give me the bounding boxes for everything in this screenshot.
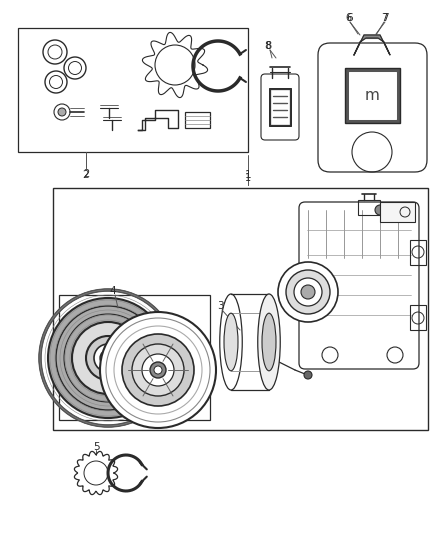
Circle shape [43,40,67,64]
Text: 7: 7 [381,13,387,23]
Circle shape [375,205,385,215]
Circle shape [84,461,108,485]
Bar [271,90,289,124]
Text: 3: 3 [217,301,223,311]
Circle shape [100,312,216,428]
Circle shape [155,45,195,85]
Circle shape [304,371,312,379]
FancyBboxPatch shape [318,43,427,172]
Circle shape [154,366,162,374]
Bar [53,188,428,430]
Circle shape [86,336,130,380]
Bar [358,200,380,215]
Polygon shape [354,35,390,55]
Circle shape [278,262,338,322]
Bar [410,240,426,265]
Text: 1: 1 [245,173,251,183]
Text: 4: 4 [110,286,117,296]
Circle shape [132,344,184,396]
FancyBboxPatch shape [261,74,299,140]
Circle shape [58,108,66,116]
Text: 1: 1 [245,170,251,180]
Text: 8: 8 [265,41,271,51]
Text: 7: 7 [381,13,389,23]
Ellipse shape [224,313,238,371]
Circle shape [72,322,144,394]
Circle shape [54,104,70,120]
Circle shape [48,298,168,418]
Bar [380,202,415,222]
Ellipse shape [262,313,276,371]
Text: 6: 6 [345,13,351,23]
Circle shape [387,347,403,363]
Text: 8: 8 [265,41,271,51]
Bar [185,112,210,128]
Circle shape [322,347,338,363]
Circle shape [68,61,81,75]
Text: 2: 2 [83,169,89,179]
Circle shape [100,350,116,366]
Circle shape [286,270,330,314]
Text: 6: 6 [347,13,353,23]
Circle shape [49,76,63,88]
Circle shape [142,354,174,386]
Circle shape [64,57,86,79]
Bar [18,28,248,152]
Text: 2: 2 [83,170,89,180]
Ellipse shape [258,294,280,390]
Circle shape [301,285,315,299]
Bar [59,295,210,420]
Circle shape [122,334,194,406]
Text: m: m [364,87,379,102]
Bar [345,68,400,123]
Circle shape [94,344,122,372]
Circle shape [150,362,166,378]
Circle shape [48,45,62,59]
Bar [269,88,291,126]
Ellipse shape [220,294,242,390]
Circle shape [294,278,322,306]
Bar [349,72,396,119]
Bar [410,305,426,330]
FancyBboxPatch shape [299,202,419,369]
Circle shape [45,71,67,93]
Text: 5: 5 [93,442,99,452]
